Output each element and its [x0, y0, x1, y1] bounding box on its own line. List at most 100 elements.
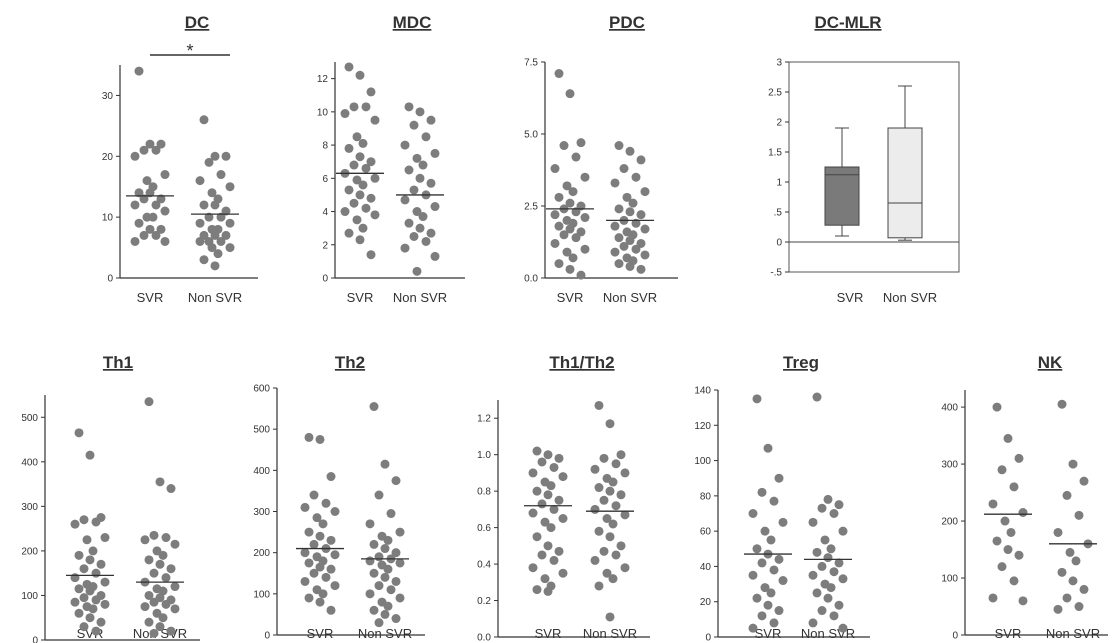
data-point: [85, 555, 95, 565]
data-point: [365, 519, 375, 529]
data-point: [988, 593, 998, 603]
data-point: [199, 255, 209, 265]
data-point: [130, 200, 140, 210]
y-tick-label: 3: [776, 58, 782, 69]
data-point: [391, 548, 401, 558]
data-point: [374, 490, 384, 500]
data-point: [366, 87, 376, 97]
data-point: [823, 553, 833, 563]
data-point: [344, 185, 354, 195]
data-point: [395, 593, 405, 603]
y-tick-label: 400: [21, 457, 38, 468]
data-point: [1018, 508, 1028, 517]
data-point: [166, 484, 176, 494]
data-point: [155, 477, 165, 487]
data-point: [409, 120, 419, 130]
data-point: [992, 536, 1002, 546]
data-point: [366, 250, 376, 260]
data-point: [166, 564, 176, 574]
data-point: [96, 559, 106, 569]
data-point: [144, 590, 154, 600]
data-point: [752, 394, 762, 404]
panel-title: PDC: [609, 13, 645, 32]
data-point: [625, 261, 635, 271]
data-point: [1003, 545, 1013, 555]
data-point: [549, 555, 559, 565]
category-label: Non SVR: [358, 626, 412, 641]
data-point: [391, 614, 401, 624]
data-point: [326, 472, 336, 482]
data-point: [757, 611, 767, 621]
data-point: [769, 496, 779, 506]
category-label: Non SVR: [1046, 626, 1100, 641]
data-point: [766, 535, 776, 545]
data-point: [134, 188, 144, 198]
data-point: [340, 207, 350, 217]
y-tick-label: 7.5: [524, 58, 538, 69]
data-point: [1068, 576, 1078, 586]
data-point: [550, 238, 560, 248]
data-point: [568, 187, 578, 197]
panel-title: DC-MLR: [814, 13, 881, 32]
data-point: [1068, 459, 1078, 469]
y-tick-label: 0: [107, 274, 113, 285]
data-point: [207, 243, 217, 253]
data-point: [400, 140, 410, 150]
data-point: [366, 193, 376, 203]
data-point: [156, 139, 166, 149]
data-point: [156, 194, 166, 204]
data-point: [580, 172, 590, 182]
y-tick-label: 1: [776, 178, 782, 189]
data-point: [1003, 433, 1013, 443]
y-tick-label: 0: [705, 633, 711, 643]
data-point: [554, 495, 564, 505]
data-point: [1018, 596, 1028, 606]
data-point: [383, 601, 393, 611]
data-point: [210, 151, 220, 161]
data-point: [528, 563, 538, 573]
data-point: [315, 562, 325, 572]
panel-title: Th1: [103, 353, 133, 372]
data-point: [85, 586, 95, 596]
data-point: [625, 146, 635, 156]
data-point: [383, 564, 393, 574]
y-tick-label: 200: [21, 546, 38, 557]
data-point: [156, 224, 166, 234]
y-tick-label: 0.4: [477, 560, 491, 571]
significance-star: *: [186, 41, 193, 61]
data-point: [988, 499, 998, 509]
data-point: [1062, 593, 1072, 603]
data-point: [608, 477, 618, 487]
data-point: [318, 519, 328, 529]
data-point: [752, 544, 762, 554]
data-point: [374, 552, 384, 562]
data-point: [599, 495, 609, 505]
data-point: [558, 568, 568, 578]
data-point: [404, 102, 414, 112]
y-tick-label: 5.0: [524, 130, 538, 141]
y-tick-label: 300: [253, 507, 270, 518]
data-point: [312, 513, 322, 523]
data-point: [170, 604, 180, 614]
data-point: [628, 198, 638, 208]
data-point: [100, 533, 110, 543]
data-point: [565, 198, 575, 208]
panel-title: Treg: [783, 353, 819, 372]
data-point: [616, 450, 626, 460]
y-tick-label: 2: [776, 118, 782, 129]
y-tick-label: 600: [253, 384, 270, 395]
data-point: [834, 600, 844, 610]
data-point: [79, 622, 89, 632]
data-point: [550, 210, 560, 220]
data-point: [766, 588, 776, 598]
data-point: [155, 559, 165, 569]
data-point: [590, 504, 600, 514]
data-point: [997, 465, 1007, 475]
data-point: [199, 115, 209, 125]
data-point: [369, 568, 379, 578]
data-point: [195, 236, 205, 246]
data-point: [1009, 482, 1019, 492]
